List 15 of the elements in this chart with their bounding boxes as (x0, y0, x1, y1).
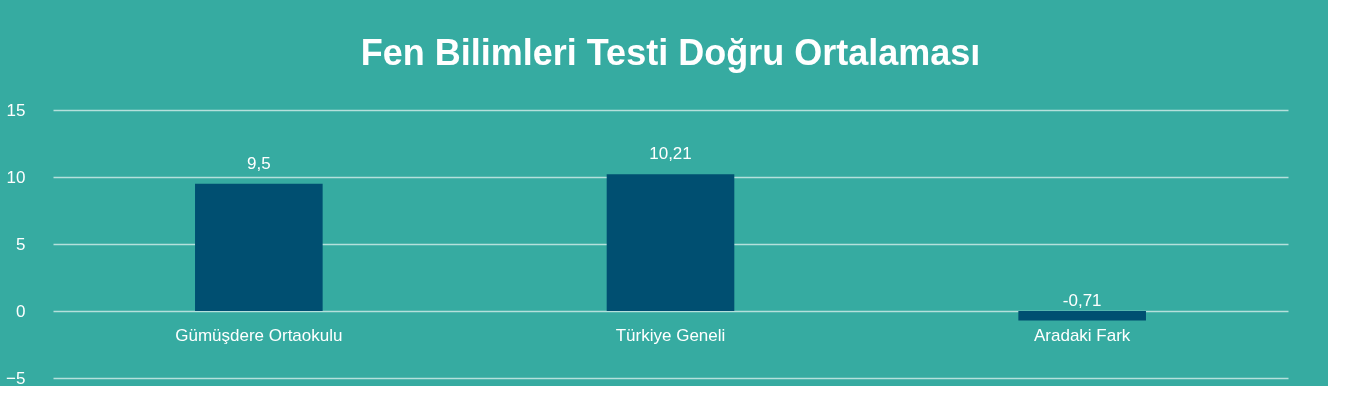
bar (606, 174, 735, 311)
bar (195, 183, 323, 311)
chart-title: Fen Bilimleri Testi Doğru Ortalaması (360, 32, 981, 73)
data-label: -0,71 (1062, 290, 1102, 310)
data-label: 9,5 (247, 153, 271, 173)
y-tick-label: 15 (6, 100, 26, 120)
data-label: 10,21 (649, 144, 692, 164)
y-tick-label: 5 (16, 234, 26, 254)
x-tick-label: Türkiye Geneli (615, 325, 726, 345)
y-tick-label: 10 (6, 167, 26, 187)
y-tick-label: −5 (6, 368, 26, 388)
bar (1018, 311, 1146, 321)
x-tick-label: Gümüşdere Ortaokulu (175, 325, 343, 345)
x-tick-label: Aradaki Fark (1033, 325, 1131, 345)
y-tick-label: 0 (16, 301, 26, 321)
